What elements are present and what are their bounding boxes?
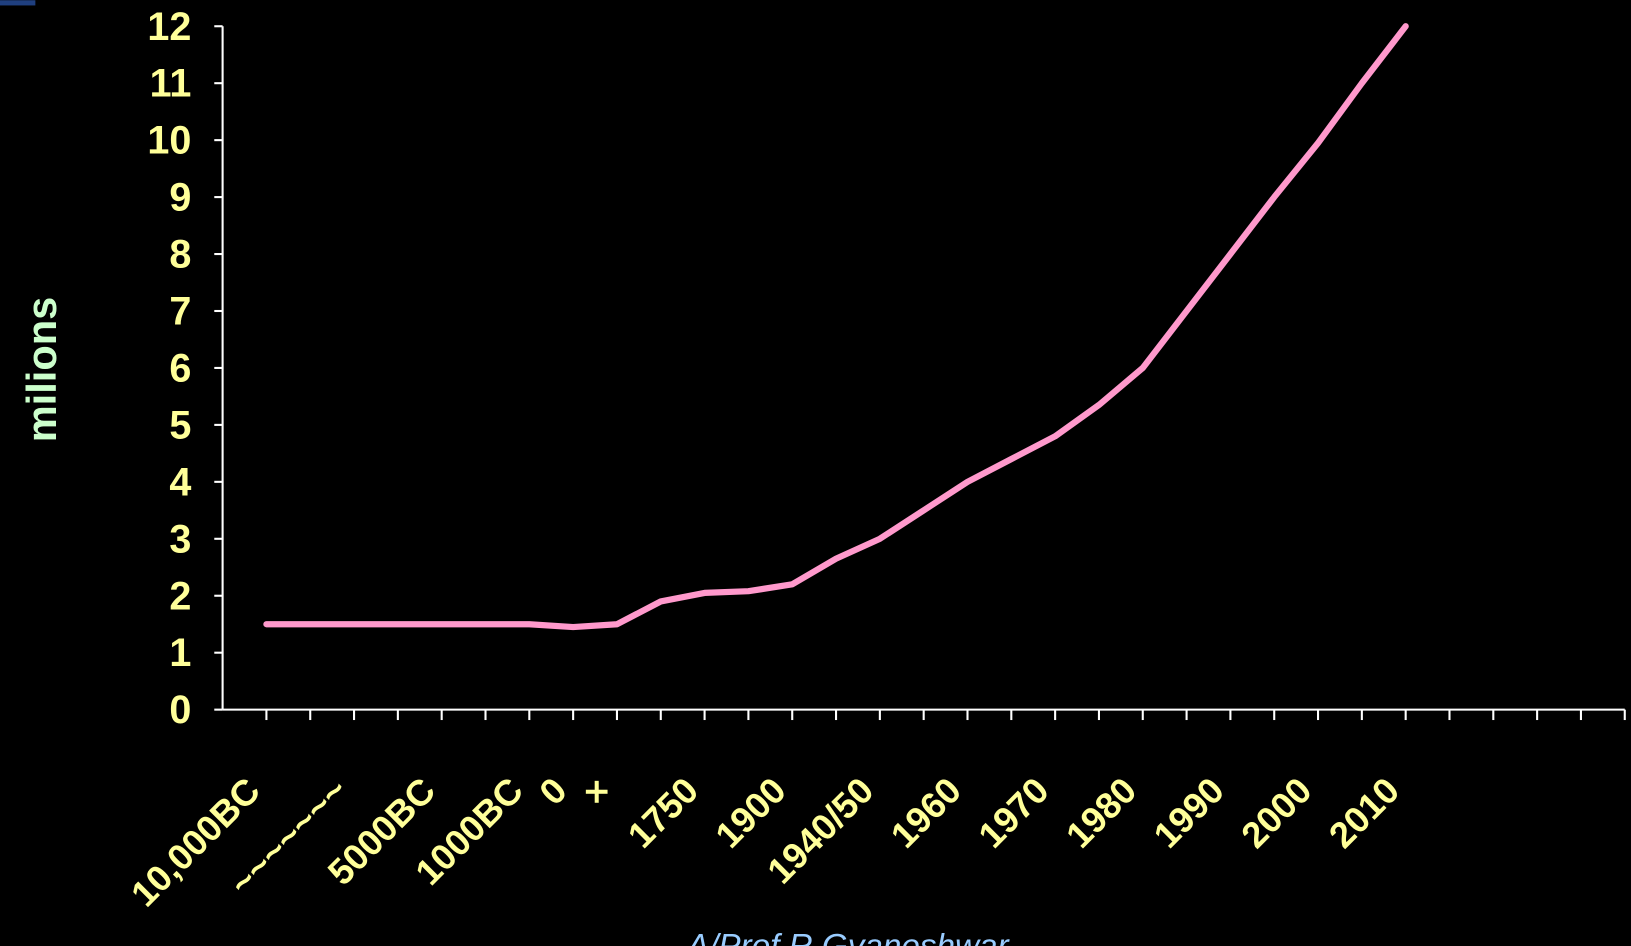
y-tick-label: 7 — [169, 290, 191, 334]
y-tick-label: 9 — [169, 176, 191, 220]
y-tick-label: 5 — [169, 403, 191, 447]
y-tick-label: 6 — [169, 346, 191, 390]
y-axis-label: milions — [18, 297, 65, 443]
y-tick-label: 3 — [169, 517, 191, 561]
y-tick-label: 12 — [147, 5, 191, 49]
data-line — [263, 23, 1409, 631]
y-tick-label: 2 — [169, 574, 191, 618]
corner-bar — [0, 0, 36, 6]
y-tick-label: 8 — [169, 233, 191, 277]
y-tick-label: 10 — [147, 119, 191, 163]
source-note: A/Prof R Gyaneshwar — [685, 928, 1011, 946]
y-tick-label: 4 — [169, 460, 191, 504]
y-tick-label: 0 — [169, 688, 191, 732]
y-tick-label: 1 — [169, 631, 191, 675]
y-tick-label: 11 — [150, 62, 192, 106]
